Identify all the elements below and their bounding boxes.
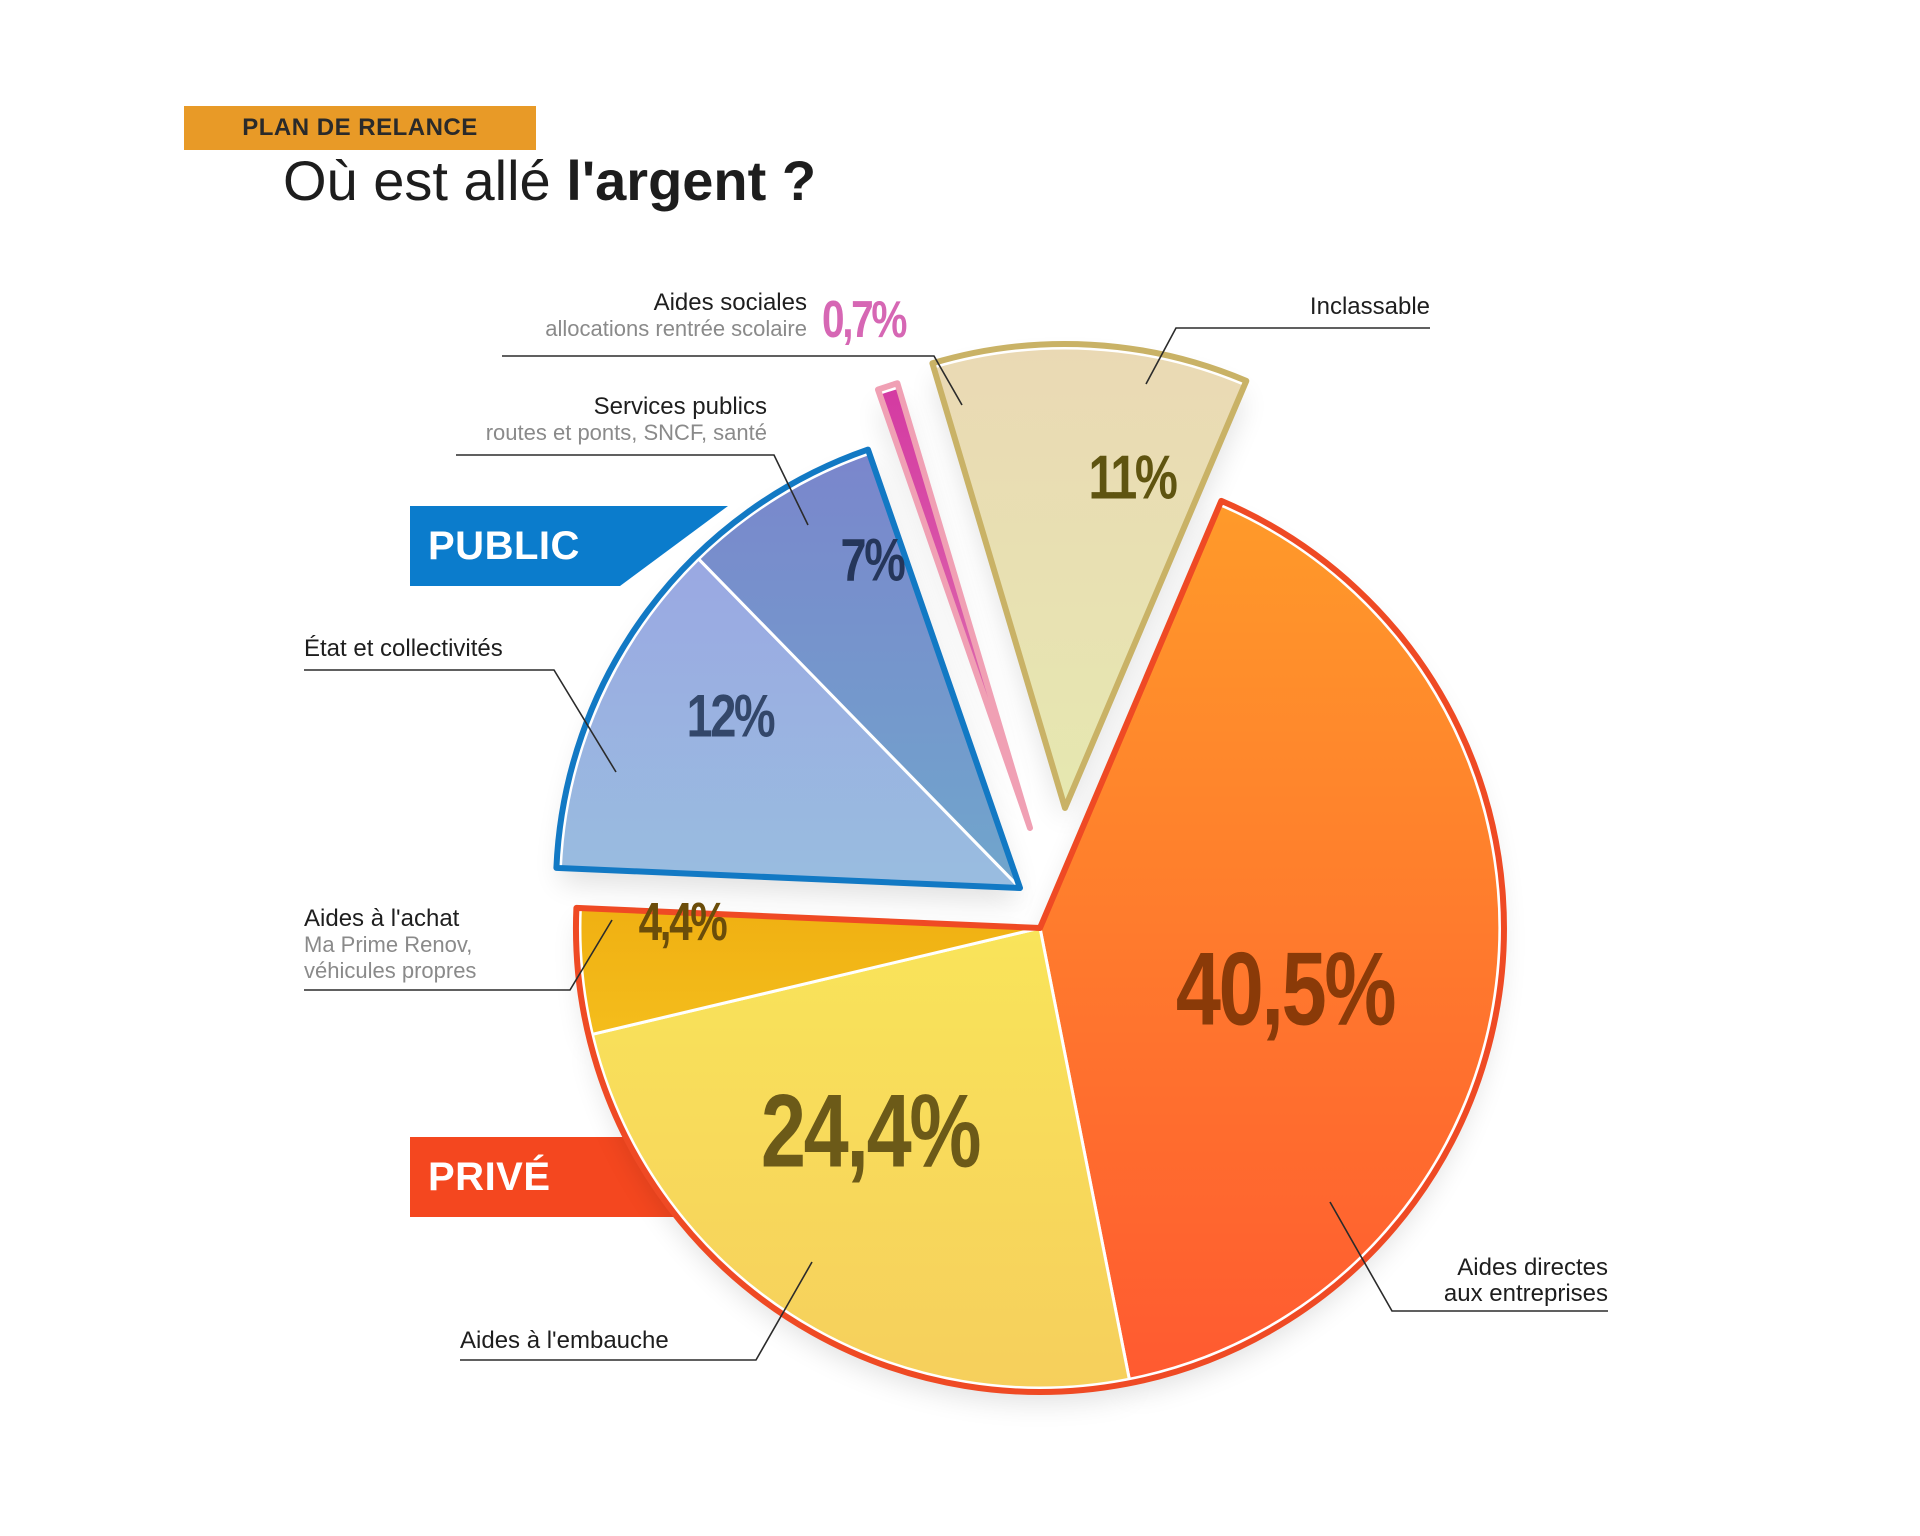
slice-aides-sociales-shadow <box>879 401 1030 842</box>
pct-label-aides-embauche: 24,4% <box>760 1073 982 1190</box>
note-inclassable-title: Inclassable <box>1309 293 1430 320</box>
pct-label-aides-directes: 40,5% <box>1175 931 1397 1048</box>
pct-label-aides-achat: 4,4% <box>638 892 728 952</box>
leader-lines <box>304 327 1608 1361</box>
leader-line-inclassable <box>1145 327 1430 385</box>
leader-line-etat <box>304 669 617 773</box>
leader-line-aides-embauche <box>460 1261 813 1361</box>
pct-label-services-publics: 7% <box>840 526 906 594</box>
prive-banner <box>410 1137 700 1217</box>
note-aides-achat: Aides à l'achat Ma Prime Renov, véhicule… <box>304 906 476 984</box>
slice-inclassable <box>932 346 1247 810</box>
title-bold: l'argent ? <box>566 149 817 212</box>
public-banner <box>410 506 728 586</box>
pct-label-etat: 12% <box>686 682 776 750</box>
note-aides-sociales-sub: allocations rentrée scolaire <box>545 316 807 341</box>
note-services-publics-sub: routes et ponts, SNCF, santé <box>485 420 767 445</box>
slice-etat-collectivites <box>558 557 1022 890</box>
page-title: Où est allé l'argent ? <box>283 148 816 213</box>
note-etat: État et collectivités <box>304 636 503 662</box>
prive-outline <box>572 497 1507 1395</box>
inclassable-outline <box>929 341 1250 811</box>
slice-aides-directes <box>1038 503 1502 1381</box>
aides-sociales-outline <box>875 380 1033 831</box>
note-aides-sociales-title: Aides sociales <box>653 289 807 316</box>
group-label-public: PUBLIC <box>428 524 580 568</box>
note-aides-achat-sub2: véhicules propres <box>304 958 477 983</box>
tag-background <box>184 106 536 150</box>
note-aides-directes-line2: aux entreprises <box>1443 1280 1608 1307</box>
leader-line-aides-sociales <box>502 355 963 406</box>
note-aides-directes: Aides directes aux entreprises <box>1444 1255 1608 1307</box>
note-aides-embauche: Aides à l'embauche <box>460 1328 669 1354</box>
public-outline <box>553 446 1023 891</box>
section-tag: PLAN DE RELANCE <box>242 114 478 141</box>
leader-line-aides-achat <box>304 919 613 991</box>
note-services-publics: Services publics routes et ponts, SNCF, … <box>486 394 767 446</box>
note-aides-sociales: Aides sociales allocations rentrée scola… <box>545 290 807 342</box>
note-services-publics-title: Services publics <box>593 393 767 420</box>
pct-label-inclassable: 11% <box>1088 443 1177 513</box>
pct-label-aides-sociales: 0,7% <box>822 291 907 349</box>
note-aides-directes-line1: Aides directes <box>1457 1254 1608 1281</box>
slice-services-publics <box>697 451 1022 890</box>
title-regular: Où est allé <box>283 149 567 212</box>
note-aides-achat-title: Aides à l'achat <box>304 905 460 932</box>
note-aides-achat-sub1: Ma Prime Renov, <box>304 932 473 957</box>
group-label-prive: PRIVÉ <box>428 1155 551 1199</box>
leader-line-services-publics <box>456 454 809 526</box>
note-inclassable: Inclassable <box>1310 294 1430 320</box>
note-etat-title: État et collectivités <box>304 635 503 662</box>
slice-aides-embauche <box>590 926 1131 1390</box>
note-aides-embauche-title: Aides à l'embauche <box>460 1327 669 1354</box>
leader-line-aides-directes <box>1329 1201 1608 1312</box>
